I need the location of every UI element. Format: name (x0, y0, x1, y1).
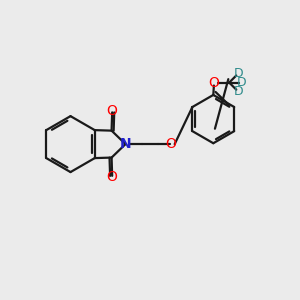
Text: O: O (107, 170, 118, 184)
Text: O: O (166, 137, 177, 151)
Text: D: D (234, 85, 243, 98)
Text: O: O (208, 76, 219, 90)
Text: D: D (234, 67, 243, 80)
Text: O: O (107, 104, 118, 118)
Text: D: D (237, 76, 246, 89)
Text: N: N (120, 137, 131, 151)
